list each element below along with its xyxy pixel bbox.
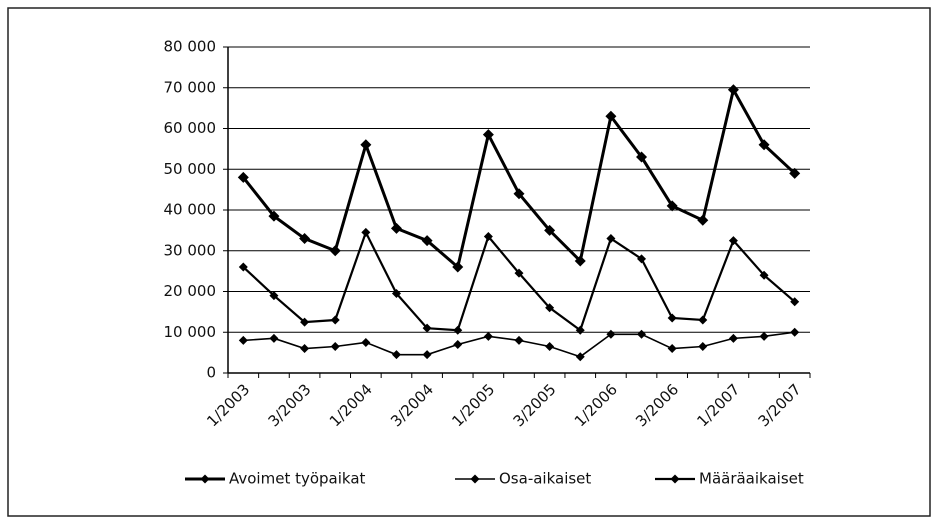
data-point [422,323,432,333]
data-point [360,139,372,151]
data-point [727,84,739,96]
legend-label: Määräaikaiset [699,470,804,488]
data-point [421,235,433,247]
data-point [238,262,248,272]
y-tick-label: 40 000 [164,201,217,219]
x-tick-label: 1/2006 [571,380,621,430]
y-tick-label: 60 000 [164,119,217,137]
data-point [606,329,616,339]
data-point [391,350,401,360]
data-point [237,171,249,183]
legend-label: Osa-aikaiset [499,470,591,488]
data-point [728,236,738,246]
data-point [698,342,708,352]
x-tick-label: 1/2003 [203,380,253,430]
data-point [789,167,801,179]
data-point [514,335,524,345]
x-tick-label: 1/2004 [326,380,376,430]
data-point [482,129,494,141]
data-point [636,151,648,163]
data-point [514,268,524,278]
data-point [790,297,800,307]
data-point [575,325,585,335]
data-point [453,325,463,335]
data-point [667,313,677,323]
data-point [453,339,463,349]
data-point [545,342,555,352]
data-point [574,255,586,267]
y-tick-label: 80 000 [164,38,217,56]
data-point [268,210,280,222]
data-point [300,344,310,354]
data-point [238,335,248,345]
y-tick-label: 0 [206,364,216,382]
data-point [544,224,556,236]
y-tick-label: 20 000 [164,282,217,300]
y-tick-label: 10 000 [164,323,217,341]
series-line [242,85,796,270]
data-point [361,337,371,347]
data-point [606,234,616,244]
data-point [513,188,525,200]
data-point [391,289,401,299]
data-point [483,331,493,341]
chart-frame [7,7,931,517]
legend-label: Avoimet työpaikat [229,470,366,488]
data-point [361,227,371,237]
data-point [637,329,647,339]
x-tick-label: 3/2003 [265,380,315,430]
x-tick-label: 3/2004 [387,380,437,430]
data-point [667,344,677,354]
data-point [575,352,585,362]
y-tick-label: 30 000 [164,241,217,259]
data-point [666,200,678,212]
data-point [422,350,432,360]
data-point [759,331,769,341]
data-point [299,233,311,245]
x-tick-label: 1/2005 [448,380,498,430]
x-tick-label: 3/2005 [510,380,560,430]
legend-marker [200,474,210,484]
x-tick-label: 3/2007 [755,380,805,430]
data-point [758,139,770,151]
data-point [483,231,493,241]
data-point [329,245,341,257]
data-point [545,303,555,313]
data-point [330,342,340,352]
data-point [698,315,708,325]
legend-marker [470,474,480,484]
data-point [390,222,402,234]
x-tick-label: 1/2007 [693,380,743,430]
x-tick-label: 3/2006 [632,380,682,430]
data-point [790,327,800,337]
data-point [269,333,279,343]
y-tick-label: 50 000 [164,160,217,178]
data-point [605,110,617,122]
data-point [697,214,709,226]
legend-marker [670,474,680,484]
data-point [269,291,279,301]
data-point [330,315,340,325]
data-point [728,333,738,343]
data-point [452,261,464,273]
data-point [300,317,310,327]
data-point [637,254,647,264]
y-tick-label: 70 000 [164,78,217,96]
data-point [759,270,769,280]
